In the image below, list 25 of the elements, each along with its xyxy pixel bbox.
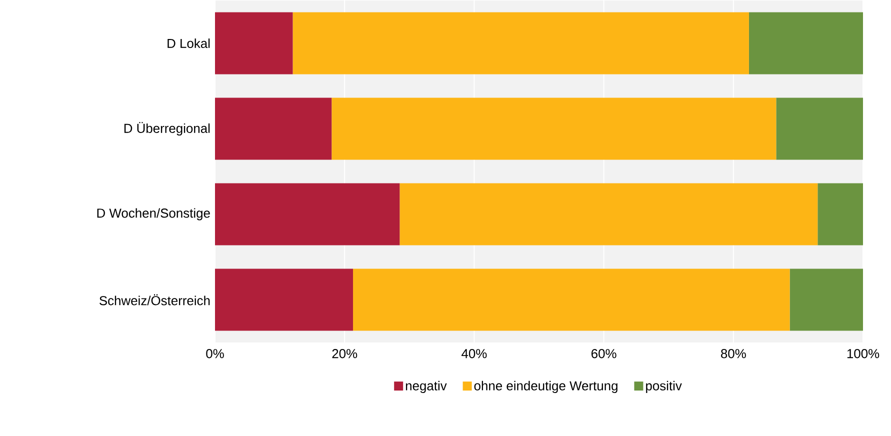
x-tick-label: 20% [332,349,358,358]
y-tick-label: D Überregional [124,122,210,136]
bar [215,98,332,160]
bar [292,12,749,75]
legend-label: negativ [406,381,447,394]
y-tick-label: Schweiz/Österreich [100,294,210,306]
bar [332,98,776,160]
bar [215,12,293,75]
bar [353,269,790,332]
y-tick-label: D Lokal [168,38,210,48]
bar [215,184,400,246]
y-tick-label: D Wochen/Sonstige [97,208,210,221]
bar [215,269,354,332]
bar [790,269,864,332]
x-tick-label: 60% [592,349,616,358]
bar [776,98,864,160]
x-tick-label: 40% [462,349,487,358]
x-tick-label: 0% [206,349,224,358]
legend-label: ohne eindeutige Wertung [474,381,618,394]
legend-label: positiv [646,381,682,394]
x-tick-label: 80% [721,349,746,358]
bar [748,12,864,75]
bar [400,184,818,246]
x-tick-label: 100% [847,349,880,358]
bar [818,184,864,246]
